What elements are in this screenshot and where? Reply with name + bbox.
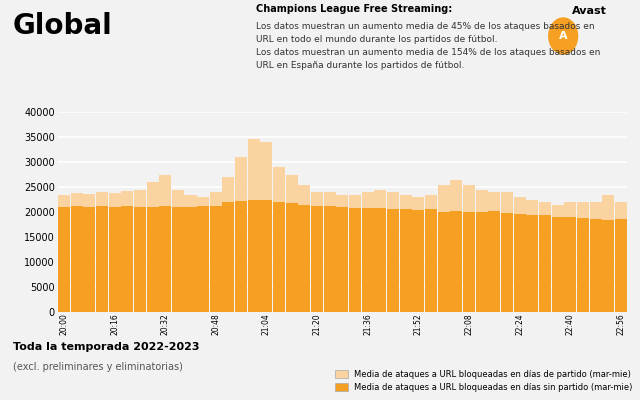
Bar bbox=[602, 220, 614, 312]
Bar bbox=[311, 192, 323, 206]
Text: Champions League Free Streaming:: Champions League Free Streaming: bbox=[256, 4, 452, 14]
Bar bbox=[273, 167, 285, 202]
Bar bbox=[210, 192, 222, 206]
Bar bbox=[374, 190, 387, 208]
Bar bbox=[513, 214, 525, 312]
Text: Avast: Avast bbox=[572, 6, 606, 16]
Bar bbox=[564, 216, 576, 312]
Bar bbox=[425, 208, 437, 312]
Bar bbox=[374, 208, 387, 312]
Bar bbox=[539, 202, 551, 215]
Bar bbox=[134, 190, 146, 207]
Bar bbox=[197, 197, 209, 206]
Bar bbox=[285, 203, 298, 312]
Bar bbox=[476, 212, 488, 312]
Bar bbox=[58, 207, 70, 312]
Bar bbox=[337, 194, 348, 207]
Bar bbox=[412, 197, 424, 210]
Bar bbox=[235, 200, 247, 312]
Bar bbox=[602, 194, 614, 220]
Bar bbox=[210, 206, 222, 312]
Bar bbox=[362, 208, 374, 312]
Bar bbox=[425, 194, 437, 208]
Bar bbox=[298, 204, 310, 312]
Bar bbox=[172, 190, 184, 207]
Bar bbox=[412, 210, 424, 312]
Bar bbox=[513, 197, 525, 214]
Bar bbox=[399, 209, 412, 312]
Bar bbox=[83, 194, 95, 206]
Bar bbox=[109, 206, 120, 312]
Bar bbox=[324, 192, 336, 206]
Bar bbox=[109, 193, 120, 206]
Bar bbox=[184, 194, 196, 206]
Bar bbox=[615, 218, 627, 312]
Bar bbox=[70, 193, 83, 206]
Text: Toda la temporada 2022-2023: Toda la temporada 2022-2023 bbox=[13, 342, 199, 352]
Bar bbox=[83, 206, 95, 312]
Bar bbox=[172, 207, 184, 312]
Bar bbox=[260, 142, 273, 200]
Text: A: A bbox=[559, 31, 568, 41]
Legend: Media de ataques a URL bloqueadas en días de partido (mar-mie), Media de ataques: Media de ataques a URL bloqueadas en día… bbox=[335, 370, 632, 392]
Bar bbox=[451, 211, 462, 312]
Bar bbox=[248, 200, 260, 312]
Bar bbox=[451, 180, 462, 211]
Text: (excl. preliminares y eliminatorias): (excl. preliminares y eliminatorias) bbox=[13, 362, 182, 372]
Bar bbox=[552, 217, 564, 312]
Bar bbox=[387, 192, 399, 208]
Text: Global: Global bbox=[13, 12, 113, 40]
Bar bbox=[58, 194, 70, 207]
Bar bbox=[463, 184, 475, 212]
Bar bbox=[387, 208, 399, 312]
Bar bbox=[362, 192, 374, 208]
Bar bbox=[337, 207, 348, 312]
Bar bbox=[324, 206, 336, 312]
Bar bbox=[463, 212, 475, 312]
Bar bbox=[159, 174, 172, 206]
Bar bbox=[273, 202, 285, 312]
Bar bbox=[438, 212, 450, 312]
Bar bbox=[526, 200, 538, 214]
Bar bbox=[615, 202, 627, 218]
Bar bbox=[223, 202, 234, 312]
Bar bbox=[248, 138, 260, 200]
Bar bbox=[577, 218, 589, 312]
Bar bbox=[438, 184, 450, 212]
Bar bbox=[488, 192, 500, 211]
Bar bbox=[159, 206, 172, 312]
Bar bbox=[121, 206, 133, 312]
Bar bbox=[184, 206, 196, 312]
Bar bbox=[539, 215, 551, 312]
Bar bbox=[260, 200, 273, 312]
Bar bbox=[70, 206, 83, 312]
Bar bbox=[577, 202, 589, 218]
Bar bbox=[399, 194, 412, 209]
Bar bbox=[589, 202, 602, 219]
Bar bbox=[96, 206, 108, 312]
Bar bbox=[235, 157, 247, 200]
Bar bbox=[197, 206, 209, 312]
Bar bbox=[526, 214, 538, 312]
Bar bbox=[147, 182, 159, 206]
Bar bbox=[311, 206, 323, 312]
Circle shape bbox=[549, 18, 578, 54]
Bar bbox=[564, 202, 576, 216]
Bar bbox=[96, 192, 108, 206]
Bar bbox=[488, 211, 500, 312]
Bar bbox=[476, 190, 488, 212]
Bar bbox=[501, 213, 513, 312]
Bar bbox=[285, 174, 298, 203]
Bar bbox=[134, 207, 146, 312]
Bar bbox=[589, 219, 602, 312]
Bar bbox=[501, 192, 513, 213]
Bar bbox=[147, 206, 159, 312]
Bar bbox=[121, 191, 133, 206]
Bar bbox=[349, 194, 361, 208]
Bar bbox=[298, 184, 310, 204]
Text: Los datos muestran un aumento media de 45% de los ataques basados en
URL en todo: Los datos muestran un aumento media de 4… bbox=[256, 22, 600, 70]
Bar bbox=[223, 177, 234, 202]
Bar bbox=[349, 208, 361, 312]
Bar bbox=[552, 204, 564, 217]
